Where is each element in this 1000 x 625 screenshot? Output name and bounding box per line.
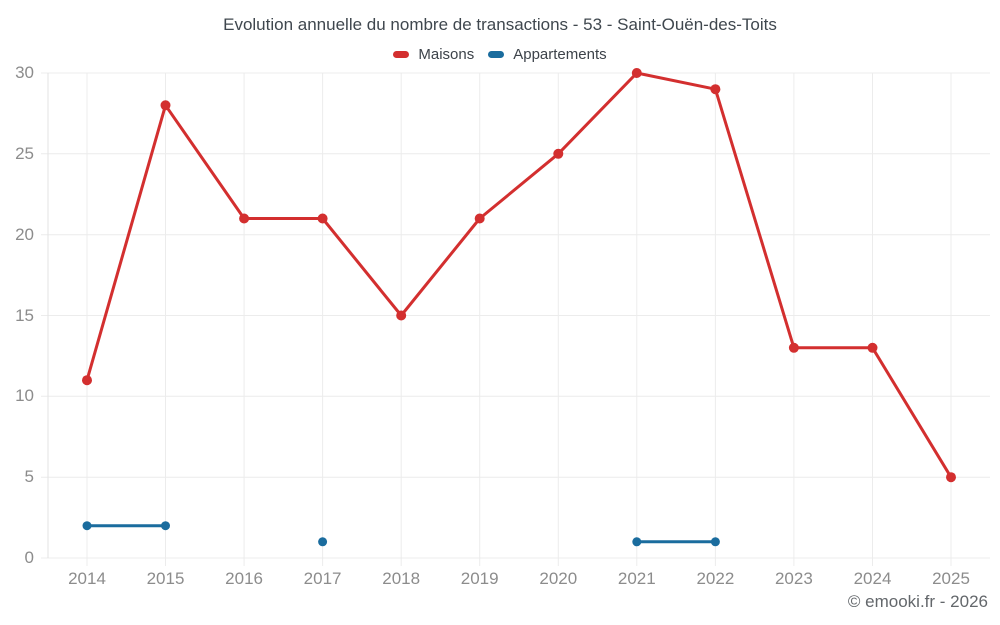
chart-title: Evolution annuelle du nombre de transact… [223, 15, 777, 34]
point-maisons-2019[interactable] [474, 213, 485, 224]
legend-item-maisons[interactable]: Maisons [393, 46, 474, 63]
x-tick-label: 2019 [460, 569, 499, 588]
x-tick-label: 2020 [539, 569, 578, 588]
y-tick-label: 15 [15, 305, 34, 325]
legend-swatch-maisons-icon [393, 50, 410, 58]
point-maisons-2021[interactable] [631, 68, 642, 78]
legend-swatch-appartements-icon [488, 50, 505, 58]
point-maisons-2017[interactable] [317, 213, 328, 224]
x-tick-label: 2017 [303, 569, 342, 588]
point-appartements-2021[interactable] [632, 537, 642, 547]
legend-item-appartements[interactable]: Appartements [488, 45, 607, 63]
point-maisons-2015[interactable] [160, 100, 171, 111]
legend-label-maisons: Maisons [418, 45, 475, 63]
x-tick-label: 2023 [774, 569, 813, 588]
point-appartements-2022[interactable] [710, 537, 720, 547]
y-tick-label: 0 [24, 548, 34, 567]
point-appartements-2014[interactable] [82, 521, 92, 531]
line-appartements [85, 524, 717, 544]
x-tick-label: 2025 [932, 569, 970, 588]
y-tick-label: 20 [15, 224, 34, 244]
point-maisons-2016[interactable] [239, 213, 250, 224]
point-maisons-2025[interactable] [946, 472, 956, 483]
point-maisons-2014[interactable] [82, 375, 92, 386]
point-maisons-2020[interactable] [553, 148, 564, 159]
x-tick-label: 2022 [696, 569, 735, 588]
x-tick-label: 2014 [68, 569, 106, 588]
y-tick-label: 5 [24, 467, 34, 487]
line-maisons [85, 71, 953, 479]
x-tick-label: 2021 [617, 569, 656, 588]
copyright-footer: © emooki.fr - 2026 [847, 592, 988, 611]
point-maisons-2022[interactable] [710, 84, 721, 95]
point-appartements-2017[interactable] [318, 537, 328, 547]
y-tick-label: 25 [15, 143, 34, 163]
point-maisons-2023[interactable] [788, 342, 799, 353]
chart-legend: Maisons Appartements [0, 44, 1000, 64]
y-tick-label: 30 [15, 63, 34, 82]
x-tick-label: 2024 [853, 569, 892, 588]
legend-label-appartements: Appartements [513, 45, 607, 63]
point-maisons-2024[interactable] [867, 342, 878, 353]
point-appartements-2015[interactable] [161, 521, 170, 531]
y-tick-label: 10 [15, 386, 34, 406]
x-tick-label: 2018 [382, 569, 421, 588]
x-tick-label: 2016 [225, 569, 263, 588]
x-tick-label: 2015 [146, 569, 185, 588]
point-maisons-2018[interactable] [396, 310, 407, 321]
